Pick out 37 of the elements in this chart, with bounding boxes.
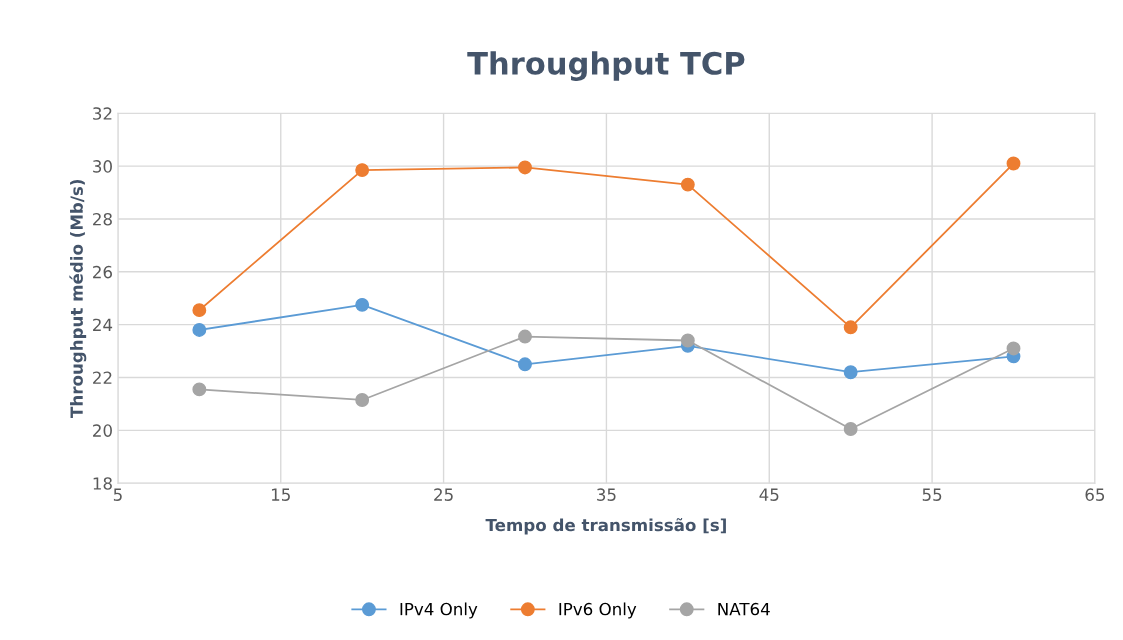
legend-label: IPv6 Only bbox=[559, 602, 637, 619]
y-tick-label: 26 bbox=[93, 265, 112, 279]
y-tick-label: 18 bbox=[93, 477, 112, 490]
point bbox=[192, 323, 207, 337]
chart-title: Throughput TCP bbox=[467, 51, 745, 81]
point bbox=[192, 303, 207, 318]
point bbox=[843, 422, 858, 436]
y-tick-label: 32 bbox=[93, 107, 112, 120]
x-tick-label: 55 bbox=[922, 488, 942, 501]
point bbox=[518, 357, 532, 372]
y-axis-title: Throughput médio (Mb/s) bbox=[69, 179, 87, 418]
y-tick-label: 28 bbox=[93, 212, 112, 226]
point bbox=[192, 382, 207, 397]
x-tick-label: 65 bbox=[1085, 488, 1105, 501]
x-tick-label: 15 bbox=[271, 488, 290, 501]
x-tick-label: 25 bbox=[434, 488, 453, 501]
y-tick-label: 30 bbox=[93, 160, 112, 173]
point bbox=[518, 160, 532, 175]
legend-label: IPv4 Only bbox=[400, 602, 478, 619]
legend-label: NAT64 bbox=[718, 602, 770, 616]
point bbox=[1006, 341, 1021, 356]
point bbox=[355, 393, 370, 407]
y-tick-label: 20 bbox=[93, 424, 112, 437]
point bbox=[355, 163, 370, 178]
point bbox=[1006, 156, 1021, 171]
x-axis-title: Tempo de transmissão [s] bbox=[485, 518, 726, 535]
y-tick-label: 22 bbox=[93, 371, 112, 384]
point bbox=[843, 365, 858, 380]
point bbox=[355, 297, 370, 312]
point bbox=[680, 333, 695, 348]
point bbox=[843, 320, 858, 335]
point bbox=[518, 329, 532, 344]
x-tick-label: 5 bbox=[113, 488, 122, 501]
point bbox=[680, 177, 695, 192]
x-tick-label: 45 bbox=[759, 488, 779, 501]
y-tick-label: 24 bbox=[93, 318, 113, 331]
x-tick-label: 35 bbox=[597, 488, 616, 501]
